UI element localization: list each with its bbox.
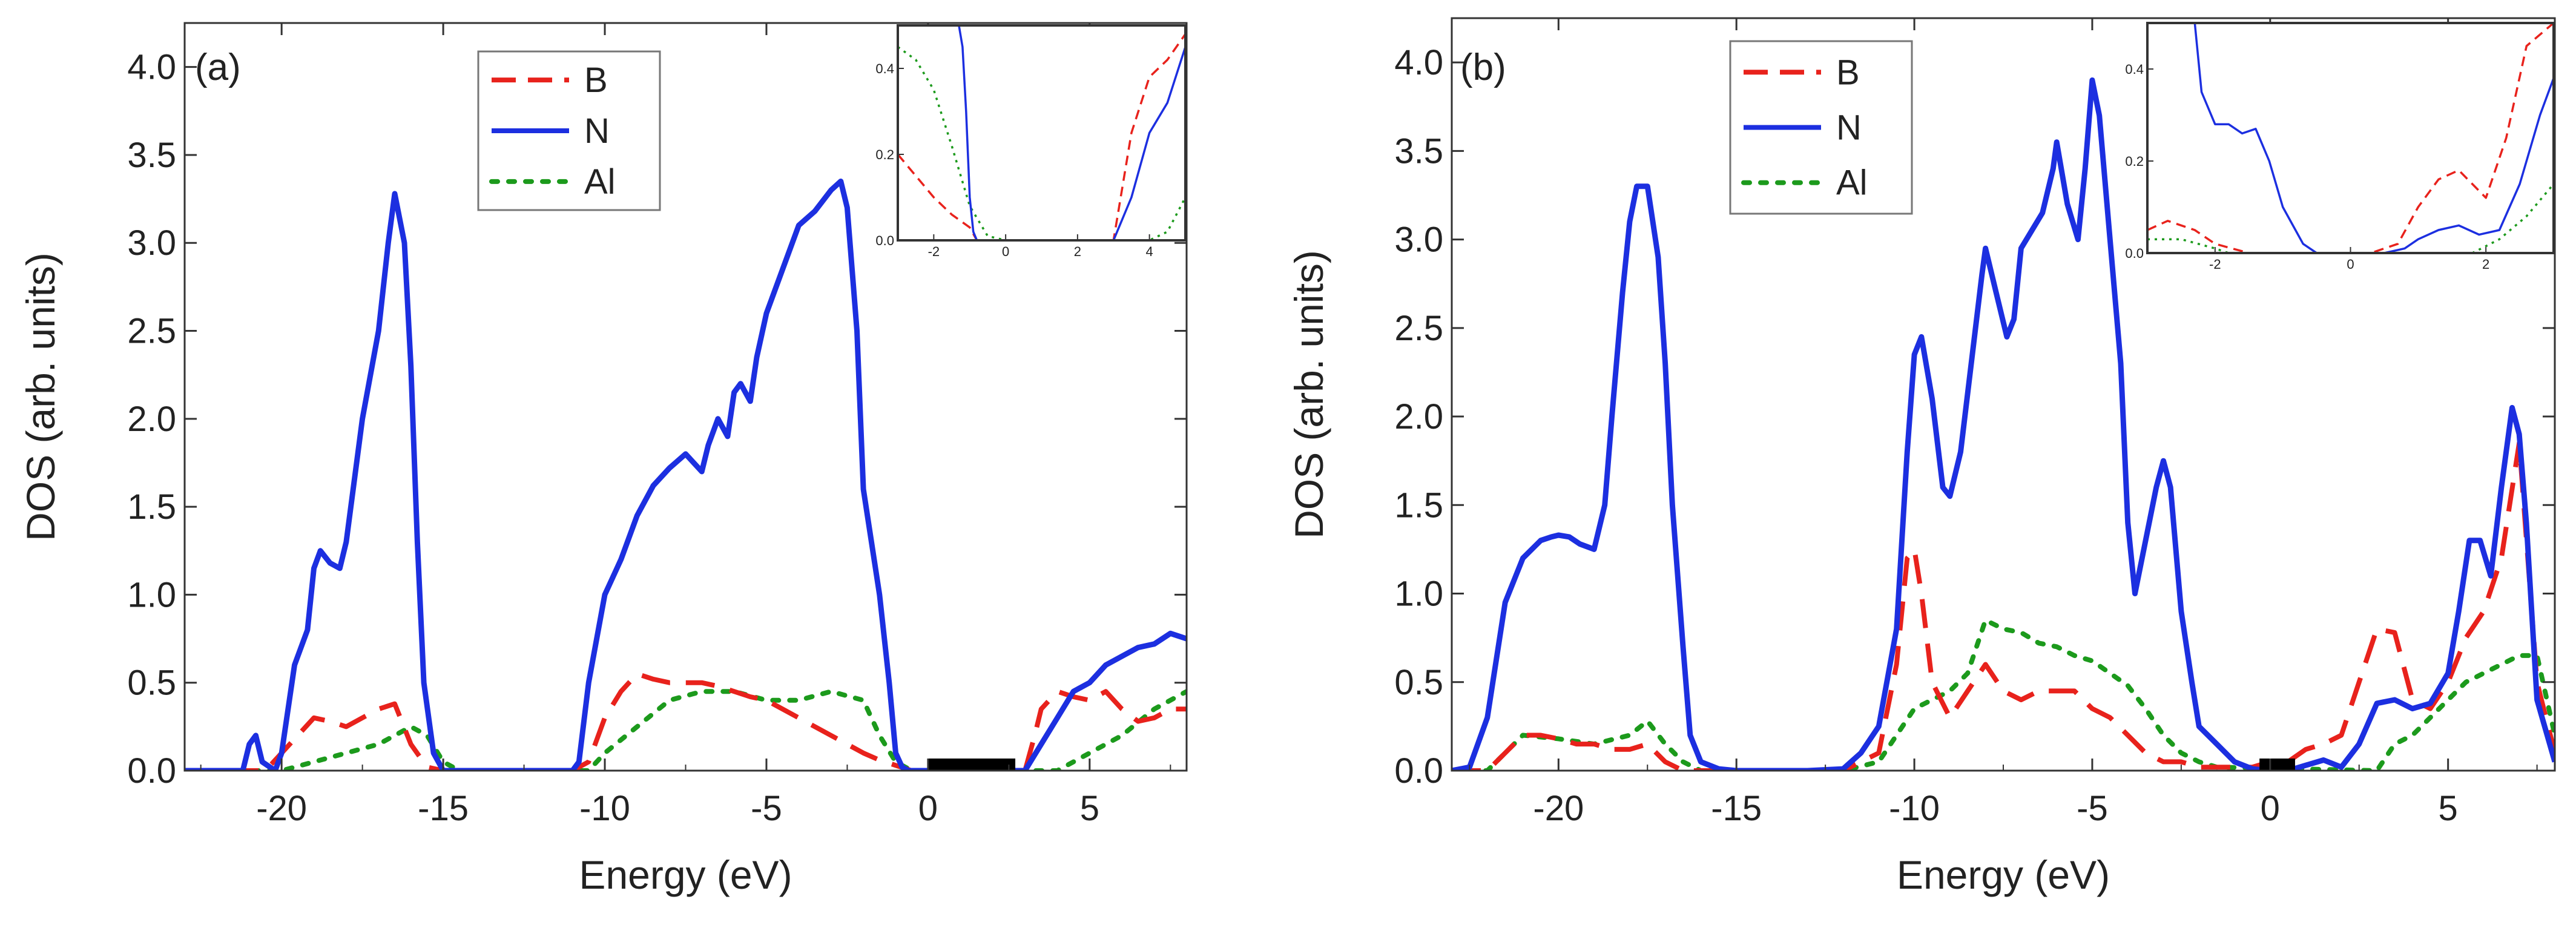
y-tick-label: 0.5 bbox=[127, 663, 176, 703]
inset-series-line-n bbox=[2193, 23, 2554, 253]
y-tick-label: 2.5 bbox=[1394, 309, 1443, 348]
x-tick-label: -20 bbox=[1533, 789, 1584, 828]
panel-b: -20 -15 -10 -5 0 50.00.51.01.52.02.53.03.54.0… bbox=[1286, 17, 2556, 897]
series-line-al bbox=[185, 689, 1187, 771]
inset-background bbox=[898, 25, 1185, 240]
y-tick-label: 0.5 bbox=[1394, 663, 1443, 702]
x-tick-label: -5 bbox=[2077, 789, 2108, 828]
inset-frame bbox=[897, 24, 1187, 242]
y-tick-label: 1.0 bbox=[127, 575, 176, 614]
series-line-al bbox=[1452, 617, 2555, 771]
series-line-n bbox=[1452, 77, 2555, 771]
inset-x-tick-label: 4 bbox=[1146, 244, 1153, 259]
inset-y-tick-label: 0.0 bbox=[2125, 246, 2144, 261]
x-tick-label: -15 bbox=[418, 789, 469, 828]
x-tick-label: -20 bbox=[256, 789, 307, 828]
y-tick-label: 1.5 bbox=[1394, 486, 1443, 525]
y-tick-label: 1.5 bbox=[127, 487, 176, 527]
y-tick-label: 4.0 bbox=[1394, 43, 1443, 82]
y-tick-label: 3.5 bbox=[127, 136, 176, 175]
y-tick-label: 0.0 bbox=[1394, 751, 1443, 791]
panel-a: -20 -15 -10 -5 0 50.00.51.01.52.02.53.03.54.0… bbox=[18, 22, 1188, 897]
inset-series-line-b bbox=[2147, 23, 2554, 253]
series-line-b bbox=[185, 671, 1187, 771]
x-tick-label: -10 bbox=[1889, 789, 1940, 828]
inset-y-tick-label: 0.2 bbox=[2125, 154, 2144, 169]
panel-label: (a) bbox=[195, 47, 241, 88]
x-axis-label: Energy (eV) bbox=[579, 852, 792, 897]
legend-label-n: N bbox=[1836, 108, 1862, 148]
y-tick-label: 1.0 bbox=[1394, 574, 1443, 614]
inset-y-tick-label: 0.4 bbox=[2125, 62, 2144, 77]
y-tick-label: 0.0 bbox=[127, 751, 176, 791]
x-tick-label: 5 bbox=[2439, 789, 2458, 828]
series-line-n bbox=[185, 179, 1187, 771]
legend-label-b: B bbox=[1836, 53, 1860, 92]
inset-series-line-b bbox=[898, 33, 1185, 240]
inset-x-tick-label: 2 bbox=[1074, 244, 1081, 259]
y-tick-label: 4.0 bbox=[127, 48, 176, 87]
inset-plot-area bbox=[2147, 23, 2554, 253]
x-tick-label: 5 bbox=[1080, 789, 1099, 828]
y-axis-label: DOS (arb. units) bbox=[18, 252, 63, 541]
inset-background bbox=[2147, 23, 2554, 253]
inset-x-tick-label: 0 bbox=[2347, 257, 2354, 272]
y-axis-label: DOS (arb. units) bbox=[1286, 250, 1331, 539]
legend-label-al: Al bbox=[584, 162, 616, 202]
inset-series-line-n bbox=[898, 25, 1185, 240]
legend-label-b: B bbox=[584, 61, 608, 100]
legend-label-al: Al bbox=[1836, 163, 1868, 203]
x-tick-label: -5 bbox=[751, 789, 782, 828]
band-gap-bar bbox=[927, 759, 1016, 771]
plot-area bbox=[1452, 77, 2555, 771]
inset-x-tick-label: -2 bbox=[928, 244, 940, 259]
legend-label-n: N bbox=[584, 111, 610, 151]
inset-x-tick-label: 2 bbox=[2482, 257, 2489, 272]
y-tick-label: 2.5 bbox=[127, 312, 176, 351]
inset-plot-area bbox=[898, 25, 1185, 240]
y-tick-label: 3.0 bbox=[127, 223, 176, 263]
series-line-b bbox=[1452, 440, 2555, 771]
y-tick-label: 2.0 bbox=[1394, 397, 1443, 436]
inset-x-tick-label: 0 bbox=[1002, 244, 1009, 259]
inset-series-line-al bbox=[898, 46, 1185, 240]
x-tick-label: 0 bbox=[918, 789, 938, 828]
x-tick-label: -10 bbox=[579, 789, 630, 828]
inset: -2 0 2 4 0.0 0.2 0.4 bbox=[875, 24, 1187, 259]
inset-x-tick-label: -2 bbox=[2209, 257, 2221, 272]
x-tick-label: 0 bbox=[2261, 789, 2280, 828]
x-tick-label: -15 bbox=[1711, 789, 1762, 828]
inset: -2 0 2 0.0 0.2 0.4 bbox=[2125, 22, 2555, 272]
inset-y-tick-label: 0.0 bbox=[875, 233, 894, 248]
plot-area bbox=[185, 179, 1187, 771]
y-tick-label: 2.0 bbox=[127, 400, 176, 439]
y-tick-label: 3.0 bbox=[1394, 220, 1443, 260]
inset-y-tick-label: 0.4 bbox=[875, 61, 894, 76]
panel-label: (b) bbox=[1460, 47, 1506, 88]
inset-series-line-al bbox=[2147, 183, 2554, 253]
y-tick-label: 3.5 bbox=[1394, 131, 1443, 171]
band-gap-bar bbox=[2259, 759, 2295, 771]
inset-y-tick-label: 0.2 bbox=[875, 147, 894, 162]
x-axis-label: Energy (eV) bbox=[1897, 852, 2110, 897]
